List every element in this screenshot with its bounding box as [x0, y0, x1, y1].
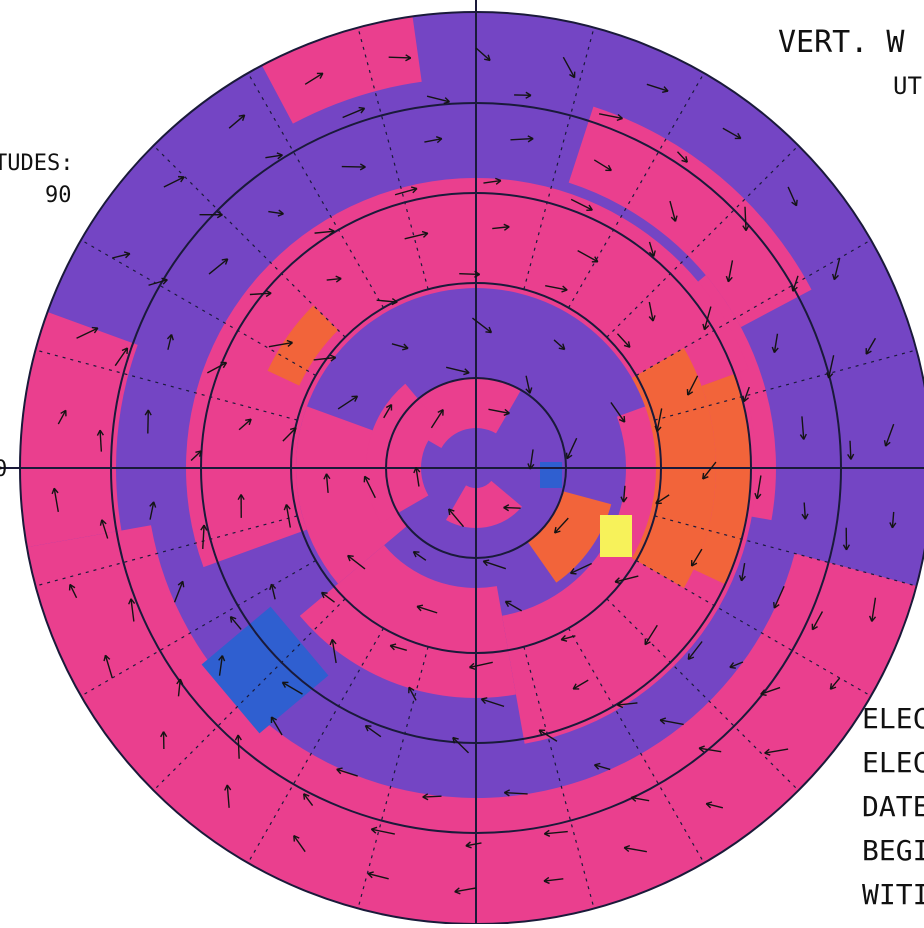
region: [540, 462, 562, 488]
vector-arrow-head: [624, 416, 625, 422]
latitude-value: 90: [45, 183, 72, 208]
vector-arrow: [459, 274, 479, 275]
vector-arrow: [504, 508, 521, 509]
vector-arrow-head: [294, 836, 295, 842]
info-line: ELEC: [862, 746, 924, 779]
vector-arrow: [423, 796, 442, 797]
vector-arrow-head: [304, 794, 305, 800]
vector-arrow-head: [183, 581, 184, 587]
vector-arrow: [850, 441, 851, 460]
vector-arrow-head: [774, 602, 775, 608]
info-line: DATE: [862, 790, 924, 823]
region: [600, 515, 632, 557]
vector-arrow-head: [567, 453, 568, 459]
left-axis-label: 0: [0, 457, 7, 482]
vector-arrow-head: [571, 573, 577, 574]
vector-arrow-head: [796, 200, 797, 206]
info-line: WITI: [862, 878, 924, 911]
latitudes-label: TUDES:: [0, 151, 73, 176]
vector-arrow-head: [730, 667, 736, 668]
info-line: BEGI: [862, 834, 924, 867]
info-block: ELEC ELEC DATE BEGI WITI: [862, 702, 924, 911]
vector-arrow: [342, 167, 366, 168]
info-line: ELEC: [862, 702, 924, 735]
vector-arrow-head: [359, 108, 365, 109]
title: VERT. W: [778, 25, 905, 60]
vector-arrow-head: [222, 259, 228, 260]
time-label: UT: [893, 72, 922, 100]
vector-arrow: [389, 57, 411, 58]
